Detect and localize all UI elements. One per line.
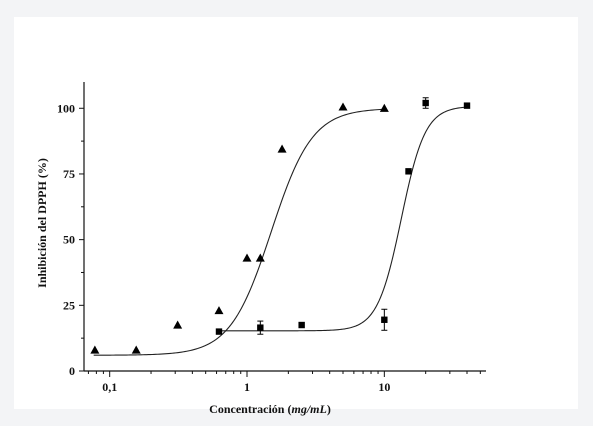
y-tick-label: 0 (69, 364, 75, 378)
y-tick-label: 25 (63, 298, 75, 312)
triangle-data-point (90, 345, 100, 354)
y-axis-title: Inhibición del DPPH (%) (35, 158, 49, 288)
square-data-point (381, 316, 388, 323)
square-data-point (463, 102, 471, 109)
triangle-data-point (255, 253, 265, 262)
y-tick-label: 50 (63, 233, 75, 247)
triangle-data-point (131, 345, 141, 354)
chart-panel (14, 17, 578, 409)
square-data-point (298, 321, 305, 329)
x-tick-label: 0,1 (102, 380, 117, 394)
triangle-data-point (242, 253, 252, 262)
triangle-data-point (277, 144, 287, 153)
triangle-data-point (214, 306, 224, 315)
y-tick-label: 100 (57, 101, 75, 115)
x-tick-label: 10 (378, 380, 390, 394)
triangle-data-point (338, 102, 348, 111)
x-tick-label: 1 (244, 380, 250, 394)
square-data-point (257, 324, 264, 331)
square-data-point (405, 168, 412, 175)
square-data-point (215, 328, 223, 335)
x-axis-title-unit: mg/mL (291, 402, 326, 416)
y-tick-label: 75 (63, 167, 75, 181)
fit-curve-square (217, 106, 469, 332)
triangle-data-point (173, 320, 183, 329)
x-axis-title: Concentración (mg/mL) (209, 402, 331, 416)
square-data-point (422, 99, 429, 107)
x-axis-title-prefix: Concentración (209, 402, 285, 416)
triangle-data-point (379, 103, 389, 112)
fit-curve-triangle (93, 108, 386, 356)
